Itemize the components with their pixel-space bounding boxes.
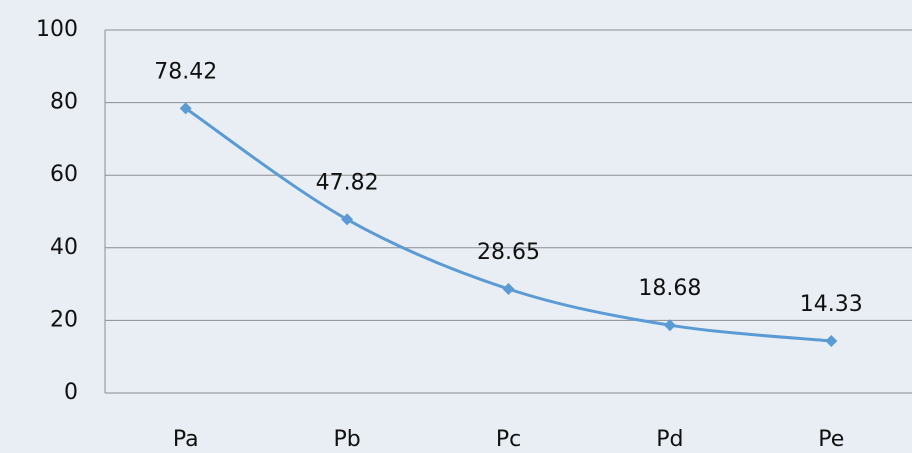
x-tick-label: Pb: [333, 427, 360, 452]
data-label: 14.33: [800, 292, 863, 317]
x-tick-label: Pa: [173, 427, 199, 452]
data-label: 18.68: [638, 276, 701, 301]
x-tick-label: Pc: [496, 427, 521, 452]
x-tick-label: Pe: [818, 427, 844, 452]
y-tick-label: 20: [50, 307, 78, 332]
marker: [502, 283, 515, 296]
marker: [663, 319, 676, 332]
line: [184, 107, 832, 343]
data-label: 78.42: [154, 59, 217, 84]
marker: [825, 334, 838, 347]
data-label: 47.82: [316, 170, 379, 195]
marker: [179, 102, 192, 115]
y-tick-label: 60: [50, 162, 78, 187]
data-label: 28.65: [477, 240, 540, 265]
marker: [341, 213, 354, 226]
y-tick-label: 100: [36, 17, 78, 42]
y-tick-label: 40: [50, 235, 78, 260]
y-tick-label: 80: [50, 90, 78, 115]
y-tick-label: 0: [64, 380, 78, 405]
x-tick-label: Pd: [656, 427, 683, 452]
